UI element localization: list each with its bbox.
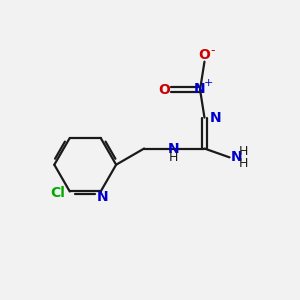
Text: +: + [204,78,213,88]
Text: O: O [158,82,170,97]
Text: N: N [96,190,108,204]
Text: -: - [211,44,215,57]
Text: H: H [239,157,248,170]
Text: N: N [210,111,221,124]
Text: Cl: Cl [50,186,65,200]
Text: N: N [194,82,206,96]
Text: N: N [231,150,243,164]
Text: H: H [239,145,248,158]
Text: H: H [169,152,178,164]
Text: O: O [199,48,210,62]
Text: N: N [168,142,179,155]
